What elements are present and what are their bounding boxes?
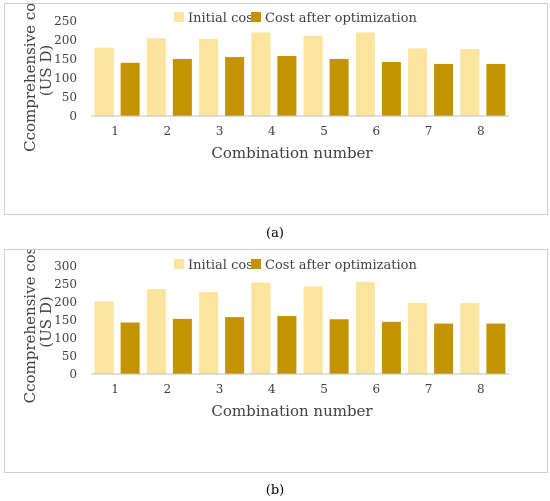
bar-cost-after-optimization (172, 59, 192, 116)
y-tick-label: 100 (54, 71, 77, 85)
bar-initial-cost (199, 291, 219, 374)
bar-initial-cost (146, 289, 166, 374)
y-axis-label: Ccomprehensive cost(US D) (21, 250, 55, 403)
y-tick-label: 250 (54, 277, 77, 291)
legend-label-cost-after-optimization: Cost after optimization (265, 258, 417, 273)
x-tick-label: 1 (111, 124, 119, 138)
legend-swatch-cost-after-optimization (251, 12, 261, 22)
bar-initial-cost (460, 49, 480, 117)
chart-b: Ccomprehensive cost(US D) 0 50 100 150 200 250… (21, 241, 509, 420)
chart-a: Ccomprehensive cost(US D) 0 50 100 150 200 250… (21, 0, 509, 162)
y-tick-label: 250 (54, 14, 77, 28)
chart-panel-a: Ccomprehensive cost(US D) 0 50 100 150 200 250… (4, 0, 548, 215)
bar-cost-after-optimization (381, 62, 401, 116)
bar-initial-cost (408, 48, 428, 116)
bar-initial-cost (408, 303, 428, 374)
x-tick-label: 2 (164, 124, 172, 138)
bar-initial-cost (251, 32, 271, 116)
bar-cost-after-optimization (277, 316, 297, 374)
bar-initial-cost (251, 282, 271, 374)
bar-cost-after-optimization (225, 317, 245, 374)
x-tick-label: 7 (425, 382, 433, 396)
bar-cost-after-optimization (434, 323, 454, 374)
y-tick-label: 300 (54, 259, 77, 273)
y-tick-label: 50 (62, 349, 77, 363)
bar-cost-after-optimization (120, 62, 140, 116)
bar-initial-cost (94, 47, 114, 116)
y-tick-label: 150 (54, 52, 77, 66)
bar-initial-cost (355, 32, 375, 116)
y-axis-label-line1: Ccomprehensive cost (21, 250, 39, 403)
y-tick-label: 0 (69, 109, 77, 123)
bar-cost-after-optimization (172, 318, 192, 374)
x-tick-label: 1 (111, 382, 119, 396)
bar-cost-after-optimization (381, 321, 401, 374)
x-tick-label: 3 (216, 382, 224, 396)
x-axis-label: Combination number (211, 402, 373, 420)
bar-cost-after-optimization (120, 322, 140, 374)
x-tick-label: 8 (477, 382, 485, 396)
x-tick-label: 4 (268, 124, 276, 138)
x-tick-label: 4 (268, 382, 276, 396)
x-tick-label: 3 (216, 124, 224, 138)
legend-swatch-cost-after-optimization (251, 259, 261, 269)
y-tick-label: 100 (54, 331, 77, 345)
bar-initial-cost (460, 303, 480, 374)
x-tick-label: 5 (320, 382, 328, 396)
bar-initial-cost (199, 38, 219, 116)
bar-cost-after-optimization (277, 55, 297, 116)
bar-cost-after-optimization (329, 319, 349, 374)
legend-label-initial-cost: Initial cost (188, 258, 259, 273)
y-tick-label: 50 (62, 90, 77, 104)
bar-cost-after-optimization (486, 63, 506, 116)
legend-swatch-initial-cost (174, 259, 184, 269)
y-tick-label: 150 (54, 313, 77, 327)
bar-cost-after-optimization (434, 63, 454, 116)
bar-initial-cost (146, 38, 166, 116)
chart-panel-b: Ccomprehensive cost(US D) 0 50 100 150 200 250… (4, 241, 548, 473)
y-axis-label-line1: Ccomprehensive cost (21, 4, 39, 152)
x-tick-label: 6 (373, 382, 381, 396)
y-tick-label: 200 (54, 295, 77, 309)
caption-a: (a) (266, 226, 284, 241)
x-tick-label: 5 (320, 124, 328, 138)
x-tick-label: 6 (373, 124, 381, 138)
x-axis-label: Combination number (211, 144, 373, 162)
x-tick-label: 8 (477, 124, 485, 138)
y-tick-label: 0 (69, 367, 77, 381)
legend-label-initial-cost: Initial cost (188, 11, 259, 26)
bar-cost-after-optimization (225, 57, 245, 116)
bar-initial-cost (94, 301, 114, 374)
bar-initial-cost (303, 286, 323, 374)
bar-cost-after-optimization (329, 59, 349, 116)
caption-b: (b) (265, 483, 285, 498)
legend-swatch-initial-cost (174, 12, 184, 22)
bar-initial-cost (303, 35, 323, 116)
legend-label-cost-after-optimization: Cost after optimization (265, 11, 417, 26)
bar-cost-after-optimization (486, 323, 506, 374)
y-axis-label-line2: (US D) (37, 45, 55, 96)
bar-initial-cost (355, 281, 375, 374)
y-axis-label: Ccomprehensive cost(US D) (21, 4, 55, 152)
y-axis-label-line2: (US D) (37, 296, 55, 347)
x-tick-label: 2 (164, 382, 172, 396)
x-tick-label: 7 (425, 124, 433, 138)
y-tick-label: 200 (54, 33, 77, 47)
